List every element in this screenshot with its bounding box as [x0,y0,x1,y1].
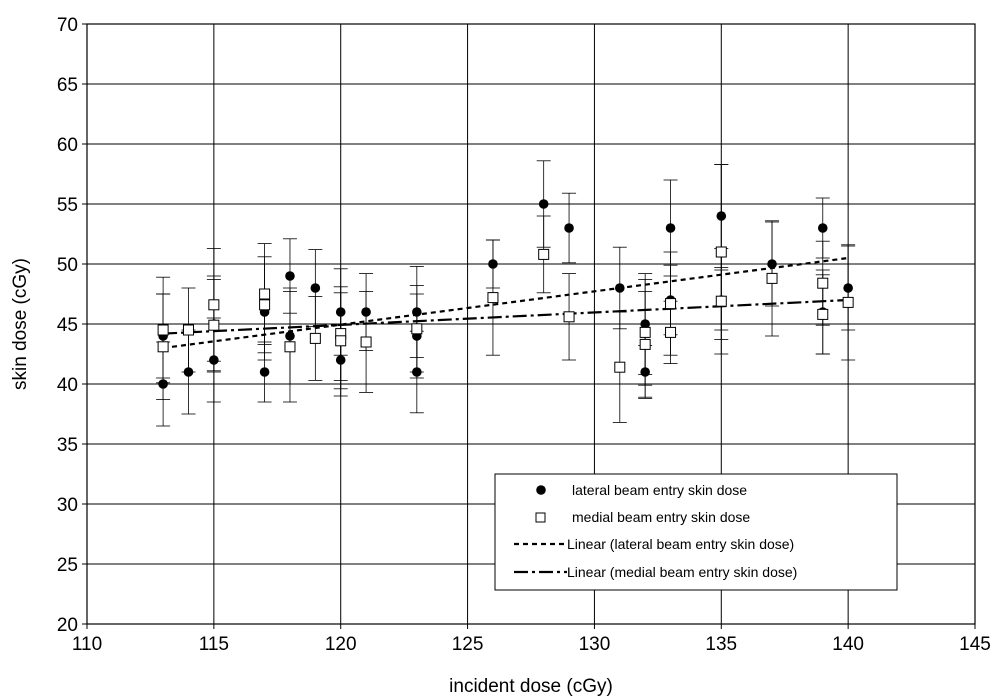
x-tick-label: 125 [452,634,484,655]
x-tick-label: 130 [579,634,611,655]
medial-point [842,296,854,308]
lateral-point [640,319,650,329]
y-tick-label: 30 [57,495,78,516]
y-tick-label: 50 [57,255,78,276]
medial-point [284,341,296,353]
grid-lines [87,24,975,624]
lateral-point [665,223,676,233]
lateral-point [183,367,194,377]
lateral-point [640,367,650,377]
x-axis-title: incident dose (cGy) [449,676,613,697]
lateral-point [158,379,168,389]
y-axis-title: skin dose (cGy) [10,258,31,390]
trendlines [162,256,849,350]
legend-label-medial-trend: Linear (medial beam entry skin dose) [567,564,797,580]
medial-point [715,295,727,307]
medial-point [766,272,778,284]
medial-point [208,319,220,331]
lateral-point [716,211,727,221]
lateral-point [259,367,270,377]
legend-label-lateral: lateral beam entry skin dose [572,482,747,498]
medial-point [817,308,829,320]
medial-point [614,361,626,373]
y-tick-label: 20 [57,615,78,636]
medial-point [208,299,220,311]
medial-point [639,338,651,350]
x-axis-ticks: 110 115 120 125 130 135 140 145 [72,624,991,655]
y-tick-label: 35 [57,435,78,456]
x-tick-label: 110 [72,634,102,655]
medial-point [182,324,194,336]
legend: lateral beam entry skin dose medial beam… [494,473,898,591]
y-tick-label: 60 [57,135,78,156]
lateral-point [488,259,498,269]
medial-point [259,299,271,311]
lateral-point [843,283,853,293]
lateral-point [209,355,219,365]
lateral-point [412,307,422,317]
data-markers [157,199,854,389]
lateral-point [538,199,549,209]
x-tick-label: 115 [199,634,229,655]
lateral-point [335,307,346,317]
x-tick-label: 120 [325,634,357,655]
x-tick-label: 145 [959,634,991,655]
lateral-point [564,223,574,233]
lateral-point [335,355,346,365]
lateral-point [412,367,422,377]
lateral-point [285,271,295,281]
medial-point [157,341,169,353]
y-tick-label: 45 [57,315,78,336]
medial-point [259,288,271,300]
lateral-point [615,283,625,293]
legend-marker-lateral [536,485,546,495]
medial-point [665,326,677,338]
medial-point [487,292,499,304]
y-tick-label: 70 [57,15,78,36]
medial-point [538,248,550,260]
lateral-point [817,223,828,233]
legend-marker-medial [535,512,546,523]
medial-point [563,311,575,323]
medial-point [309,332,321,344]
medial-point [817,277,829,289]
medial-point [639,326,651,338]
x-tick-label: 135 [705,634,737,655]
medial-point [157,324,169,336]
medial-point [715,246,727,258]
lateral-point [361,307,371,317]
lateral-point [767,259,777,269]
legend-label-lateral-trend: Linear (lateral beam entry skin dose) [567,536,794,552]
medial-point [335,335,347,347]
y-tick-label: 55 [57,195,78,216]
lateral-point [310,283,321,293]
medial-point [360,336,372,348]
medial-point [411,323,423,335]
x-tick-label: 140 [832,634,864,655]
y-axis-ticks: 20 25 30 35 40 45 50 55 60 65 70 [57,15,87,636]
legend-box [494,473,898,591]
y-tick-label: 25 [57,555,78,576]
lateral-point [285,331,295,341]
medial-point [665,298,677,310]
y-tick-label: 40 [57,375,78,396]
y-tick-label: 65 [57,75,78,96]
trendline-0 [162,256,849,350]
legend-label-medial: medial beam entry skin dose [572,509,750,525]
